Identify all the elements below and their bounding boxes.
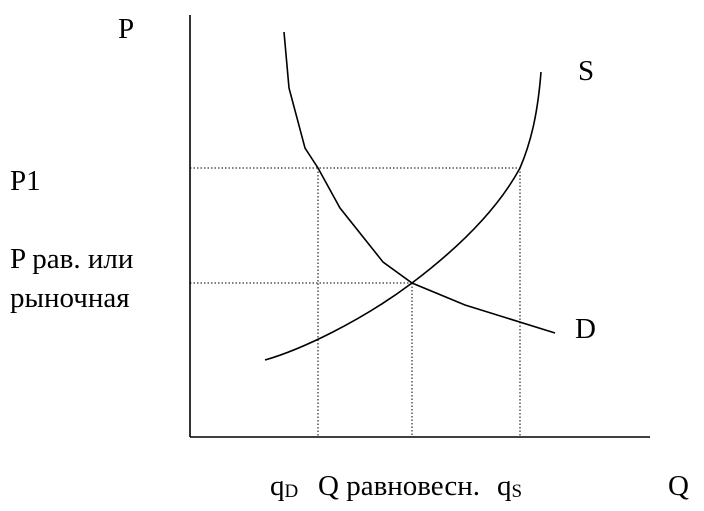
qs-base: q: [497, 470, 512, 502]
peq-label-line: P рав. или: [10, 243, 133, 275]
x-axis-label: Q: [668, 470, 689, 502]
y-axis-label: P: [118, 13, 134, 45]
demand-label: D: [575, 313, 596, 345]
qeq-label: Q равновесн.: [318, 470, 480, 502]
demand-curve: [283, 31, 556, 334]
qd-sub: D: [285, 481, 299, 502]
qs-label: qS: [497, 470, 522, 502]
supply-label: S: [578, 55, 594, 87]
peq-label-line: рыночная: [10, 282, 130, 314]
qd-label: qD: [270, 470, 298, 502]
qs-sub: S: [512, 481, 523, 502]
qd-base: q: [270, 470, 285, 502]
p1-label: P1: [10, 165, 41, 197]
supply-curve: [264, 71, 542, 361]
